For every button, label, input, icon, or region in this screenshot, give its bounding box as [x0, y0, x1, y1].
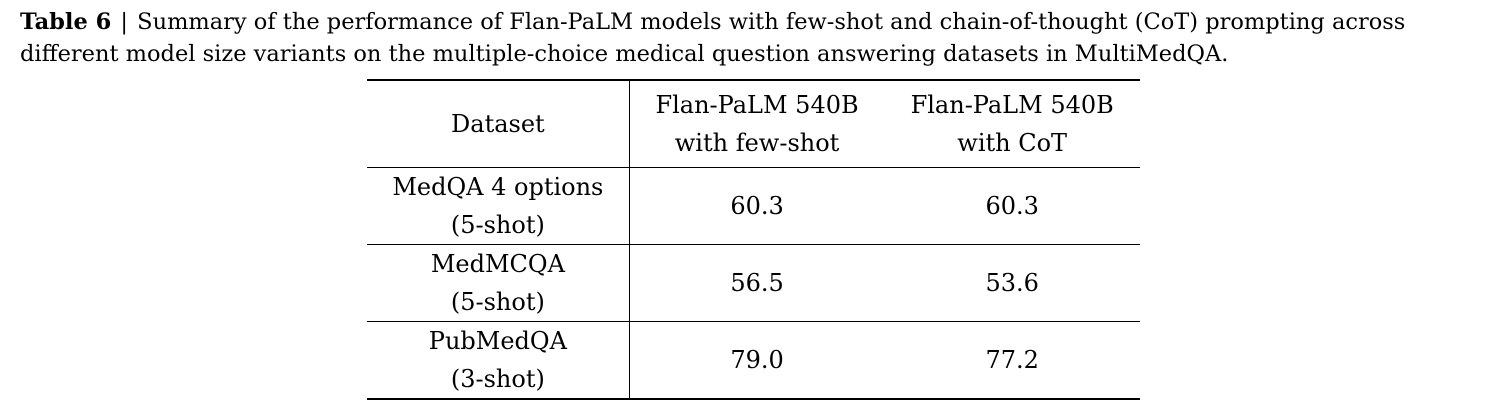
table-row: MedQA 4 options (5-shot) 60.3 60.3 [367, 167, 1140, 245]
header-few-shot: Flan-PaLM 540B with few-shot [629, 79, 885, 168]
cot-value: 53.6 [884, 244, 1140, 322]
dataset-shots: (3-shot) [450, 365, 545, 393]
table-row: MedMCQA (5-shot) 56.5 53.6 [367, 244, 1140, 322]
header-row: Dataset Flan-PaLM 540B with few-shot Fla… [367, 79, 1140, 168]
table-label: Table 6 [20, 9, 112, 35]
results-table: Dataset Flan-PaLM 540B with few-shot Fla… [367, 79, 1140, 400]
header-cot: Flan-PaLM 540B with CoT [884, 79, 1140, 168]
few-shot-value: 60.3 [629, 167, 885, 245]
dataset-name: MedMCQA [430, 250, 565, 278]
header-dataset: Dataset [367, 79, 630, 168]
dataset-name: PubMedQA [428, 327, 567, 355]
header-few-shot-line-1: Flan-PaLM 540B [655, 91, 859, 119]
header-cot-line-2: with CoT [957, 129, 1068, 157]
table-caption: Table 6 | Summary of the performance of … [20, 6, 1490, 70]
dataset-cell: MedMCQA (5-shot) [367, 244, 630, 322]
few-shot-value: 56.5 [629, 244, 885, 322]
header-cot-line-1: Flan-PaLM 540B [910, 91, 1114, 119]
caption-text: Summary of the performance of Flan-PaLM … [20, 9, 1406, 67]
dataset-name: MedQA 4 options [392, 173, 604, 201]
caption-separator: | [120, 9, 129, 35]
table-row: PubMedQA (3-shot) 79.0 77.2 [367, 321, 1140, 400]
cot-value: 77.2 [884, 321, 1140, 400]
dataset-cell: PubMedQA (3-shot) [367, 321, 630, 400]
results-table-container: Dataset Flan-PaLM 540B with few-shot Fla… [367, 79, 1140, 400]
dataset-shots: (5-shot) [450, 211, 545, 239]
dataset-shots: (5-shot) [450, 288, 545, 316]
cot-value: 60.3 [884, 167, 1140, 245]
dataset-cell: MedQA 4 options (5-shot) [367, 167, 630, 245]
few-shot-value: 79.0 [629, 321, 885, 400]
header-few-shot-line-2: with few-shot [674, 129, 840, 157]
